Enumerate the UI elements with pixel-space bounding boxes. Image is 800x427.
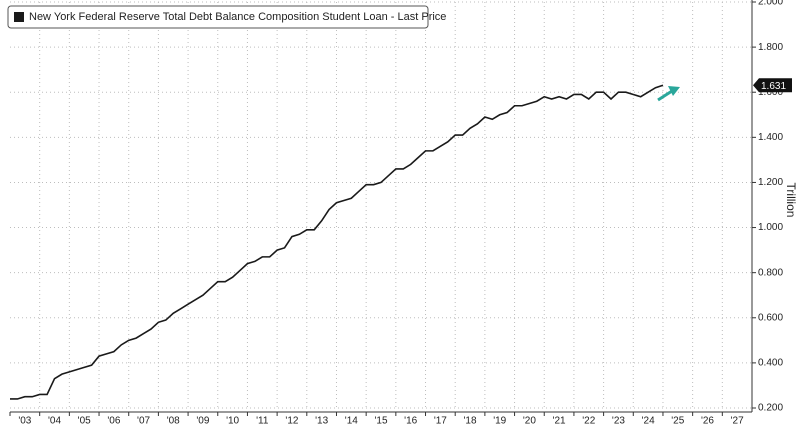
x-tick-label: '17 [434, 416, 447, 427]
y-tick-label: 1.800 [758, 42, 783, 53]
x-tick-label: '22 [582, 416, 595, 427]
x-tick-label: '18 [464, 416, 477, 427]
x-tick-label: '04 [48, 416, 61, 427]
x-tick-label: '20 [523, 416, 536, 427]
x-tick-label: '24 [642, 416, 655, 427]
y-tick-label: 1.600 [758, 87, 783, 98]
last-price-tag [753, 78, 792, 93]
x-tick-label: '19 [493, 416, 506, 427]
x-tick-label: '26 [701, 416, 714, 427]
x-tick-label: '03 [18, 416, 31, 427]
x-tick-label: '13 [315, 416, 328, 427]
y-tick-label: 2.000 [758, 0, 783, 8]
y-tick-label: 1.000 [758, 222, 783, 233]
legend: New York Federal Reserve Total Debt Bala… [7, 5, 446, 29]
x-tick-label: '23 [612, 416, 625, 427]
y-tick-label: 1.200 [758, 177, 783, 188]
x-tick-label: '08 [167, 416, 180, 427]
data-line [10, 84, 664, 400]
x-tick-label: '21 [553, 416, 566, 427]
x-tick-label: '06 [107, 416, 120, 427]
x-tick-label: '25 [671, 416, 684, 427]
x-tick-label: '15 [374, 416, 387, 427]
x-tick-label: '09 [196, 416, 209, 427]
x-tick-label: '14 [345, 416, 358, 427]
legend-swatch [14, 12, 24, 22]
x-tick-label: '12 [285, 416, 298, 427]
y-tick-label: 0.600 [758, 312, 783, 323]
trend-arrow [657, 89, 673, 102]
x-tick-label: '10 [226, 416, 239, 427]
x-tick-label: '27 [731, 416, 744, 427]
y-axis-label: Trillion [784, 183, 798, 218]
x-tick-label: '05 [78, 416, 91, 427]
legend-label: New York Federal Reserve Total Debt Bala… [29, 11, 446, 23]
y-tick-label: 1.400 [758, 132, 783, 143]
plot-area [10, 1, 752, 409]
last-price-label: 1.631 [761, 81, 786, 92]
y-tick-label: 0.800 [758, 267, 783, 278]
legend-box [7, 5, 429, 29]
y-tick-label: 0.200 [758, 403, 783, 414]
trend-arrow-head [668, 86, 680, 96]
y-tick-label: 0.400 [758, 358, 783, 369]
x-tick-label: '16 [404, 416, 417, 427]
x-tick-label: '11 [256, 416, 269, 427]
x-tick-label: '07 [137, 416, 150, 427]
